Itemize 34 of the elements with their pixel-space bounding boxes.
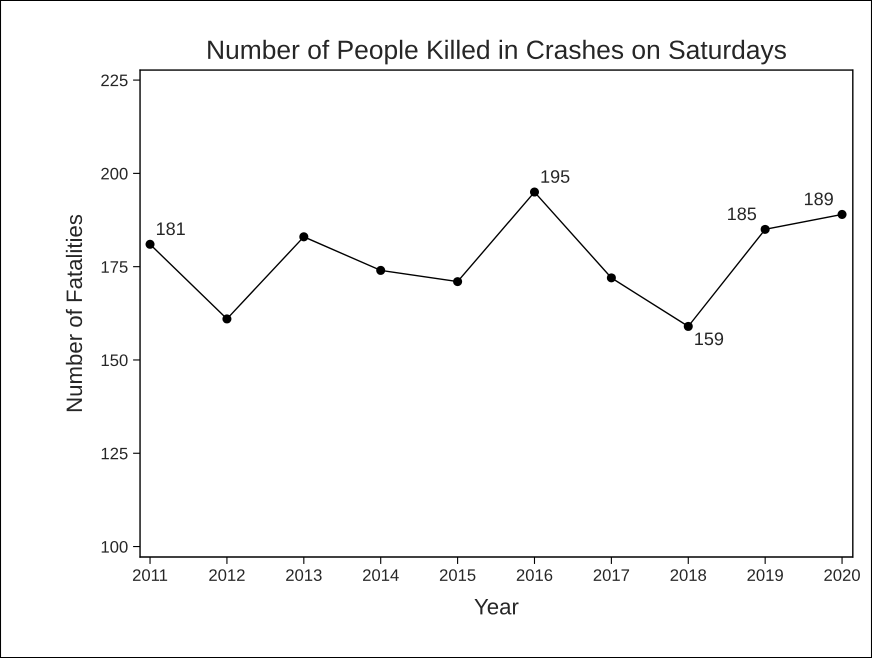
data-label: 185 (728, 207, 756, 220)
point (838, 210, 847, 219)
x-tick-label: 2017 (594, 569, 630, 582)
point (530, 188, 540, 197)
point (222, 314, 232, 324)
data-label: 195 (541, 170, 570, 183)
x-tick-label: 2018 (670, 569, 706, 582)
data-label: 159 (695, 332, 724, 346)
x-axis-title: Year (474, 599, 519, 615)
chart-title: Number of People Killed in Crashes on Saturdays (208, 40, 786, 64)
point (606, 273, 616, 282)
x-tick-label: 2011 (132, 569, 168, 582)
y-axis-title: Number of Fatalities (66, 214, 82, 412)
y-tick-label: 150 (102, 354, 128, 366)
y-tick-label: 175 (102, 261, 128, 273)
y-tick-label: 200 (101, 168, 128, 180)
y-tick-label: 225 (101, 74, 128, 86)
point (146, 240, 155, 249)
data-label: 181 (156, 222, 185, 236)
data-label: 189 (804, 192, 833, 206)
x-tick-label: 2015 (440, 569, 476, 582)
y-tick-label: 100 (102, 540, 128, 553)
x-tick-label: 2016 (516, 569, 552, 582)
point (453, 277, 462, 286)
x-tick-label: 2019 (747, 569, 783, 582)
x-tick-label: 2020 (824, 569, 860, 582)
point (684, 322, 693, 331)
x-tick-label: 2014 (363, 569, 399, 582)
y-tick-label: 125 (102, 448, 128, 460)
point (376, 266, 386, 275)
point (299, 232, 308, 242)
x-tick-label: 2013 (286, 569, 322, 582)
x-tick-label: 2012 (209, 569, 245, 582)
point (760, 224, 770, 234)
